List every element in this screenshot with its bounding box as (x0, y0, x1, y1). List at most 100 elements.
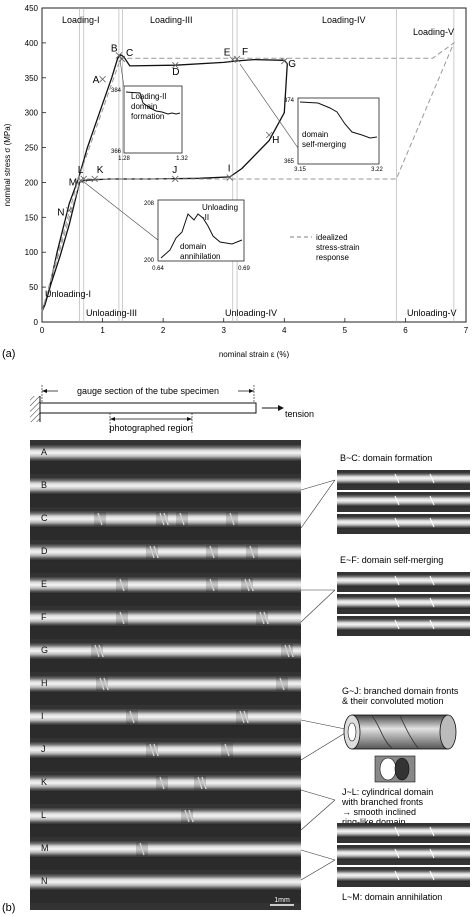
photo-row-g: G (30, 642, 301, 672)
svg-text:200: 200 (144, 258, 155, 264)
point-d: D (171, 61, 179, 78)
plot-frame (41, 7, 467, 323)
y-tick-label: 200 (25, 178, 39, 187)
photo-row-b: B (30, 477, 301, 507)
photo-row-k: K (30, 774, 301, 804)
svg-text:384: 384 (111, 88, 122, 94)
row-label: C (41, 513, 48, 523)
y-tick-label: 250 (25, 144, 39, 153)
row-label: J (41, 744, 46, 754)
x-tick-label: 6 (403, 326, 408, 335)
photo-row-j: J (30, 741, 301, 771)
photo-row-f: F (30, 609, 301, 639)
region-label-unloading-iii: Unloading-III (86, 308, 137, 318)
point-e: E (224, 48, 237, 63)
x-tick-label: 5 (343, 326, 348, 335)
y-tick-label: 0 (34, 318, 39, 327)
specimen-photo-rows: A B C D E F G H I J K L M N (30, 444, 301, 903)
svg-text:Unloading-II: Unloading -II (202, 203, 238, 222)
svg-text:0.69: 0.69 (238, 266, 250, 272)
y-tick-label: 400 (25, 39, 39, 48)
region-label-unloading-iv: Unloading-IV (225, 308, 277, 318)
side-panel-3: G~J: branched domain fronts & their convo… (300, 686, 459, 761)
photo-row-i: I (30, 708, 301, 738)
svg-text:365: 365 (284, 159, 295, 165)
point-label: I (228, 164, 231, 175)
point-label: C (126, 48, 133, 59)
point-m: M (69, 177, 85, 188)
panel-a-chart: 0 50 100 150 200 250 300 350 400 450 0 1 2 3 4 5 6 7 A B C… (2, 4, 469, 360)
region-label-loading-iii: Loading-III (150, 15, 193, 25)
row-label: F (41, 612, 47, 622)
y-tick-label: 350 (25, 74, 39, 83)
point-f: F (233, 47, 248, 63)
panel-b-photo-sequence: gauge section of the tube specimen photo… (2, 385, 470, 914)
point-label: N (57, 207, 64, 218)
point-i: I (226, 164, 234, 181)
point-label: B (111, 43, 118, 54)
row-label: M (41, 843, 49, 853)
row-label: I (41, 711, 44, 721)
y-tick-label: 450 (25, 4, 39, 13)
side-panel-4: J~L: cylindrical domain with branched fro… (300, 787, 433, 831)
point-label: E (224, 48, 231, 59)
svg-text:208: 208 (144, 201, 155, 207)
point-label: D (172, 67, 179, 78)
chart-points: A B C D E F G H I J K LM N (57, 43, 296, 218)
point-a: A (93, 75, 106, 86)
photo-row-a: A (30, 444, 301, 474)
svg-text:366: 366 (111, 149, 122, 155)
svg-text:1.32: 1.32 (176, 156, 188, 162)
inset-domain-annihilation: Unloading -II domain annihilation 208 200 … (83, 181, 250, 272)
point-label: A (93, 75, 100, 86)
side-panel-2: E~F: domain self-merging (300, 555, 470, 636)
row-label: L (41, 810, 46, 820)
point-n: N (57, 207, 73, 218)
side-caption: E~F: domain self-merging (340, 555, 443, 565)
scale-bar: 1mm (270, 897, 294, 906)
point-h: H (265, 131, 279, 146)
row-label: D (41, 546, 48, 556)
svg-text:1.28: 1.28 (118, 156, 130, 162)
photo-row-c: C (30, 510, 301, 540)
side-panel-5: L~M: domain annihilation (300, 823, 470, 902)
photo-row-n: N (30, 873, 301, 903)
svg-text:3.15: 3.15 (294, 167, 306, 173)
region-label-loading-v: Loading-V (413, 27, 454, 37)
side-caption: G~J: branched domain fronts & their convo… (342, 686, 459, 706)
x-tick-label: 0 (40, 326, 45, 335)
x-tick-label: 4 (282, 326, 287, 335)
side-panel-1: B~C: domain formation (300, 453, 470, 534)
point-l: L (78, 165, 88, 183)
y-axis-label: nominal stress σ (MPa) (3, 123, 12, 206)
region-divider-lines (79, 8, 455, 322)
x-axis-label: nominal strain ε (%) (219, 350, 290, 359)
y-axis-ticks: 0 50 100 150 200 250 300 350 400 450 (25, 4, 46, 327)
point-label: F (242, 47, 248, 58)
svg-text:374: 374 (284, 98, 295, 104)
x-tick-label: 7 (464, 326, 469, 335)
region-label-loading-i: Loading-I (62, 15, 100, 25)
side-detail-panels: B~C: domain formation E~F: domain self-me… (300, 453, 470, 902)
point-g: G (281, 57, 296, 70)
inset-domain-formation: Loading-II domain formation 384 366 1.28 1… (111, 59, 188, 162)
panel-b-label: (b) (2, 902, 15, 914)
tension-label: tension (285, 409, 314, 419)
legend-label: idealized stress-strain response (316, 233, 360, 262)
point-label: M (69, 177, 77, 188)
chart-legend: idealized stress-strain response (290, 233, 360, 262)
row-label: B (41, 480, 47, 490)
point-label: J (172, 165, 177, 176)
side-caption: B~C: domain formation (340, 453, 432, 463)
row-label: G (41, 645, 48, 655)
point-label: G (288, 59, 296, 70)
panel-a-label: (a) (2, 348, 15, 360)
photographed-region-label: photographed region (109, 423, 192, 433)
photo-row-d: D (30, 543, 301, 573)
photo-row-h: H (30, 675, 301, 705)
side-caption: L~M: domain annihilation (342, 892, 442, 902)
cylinder-domain-schematic (343, 714, 457, 783)
y-tick-label: 300 (25, 109, 39, 118)
point-k: K (91, 165, 104, 183)
